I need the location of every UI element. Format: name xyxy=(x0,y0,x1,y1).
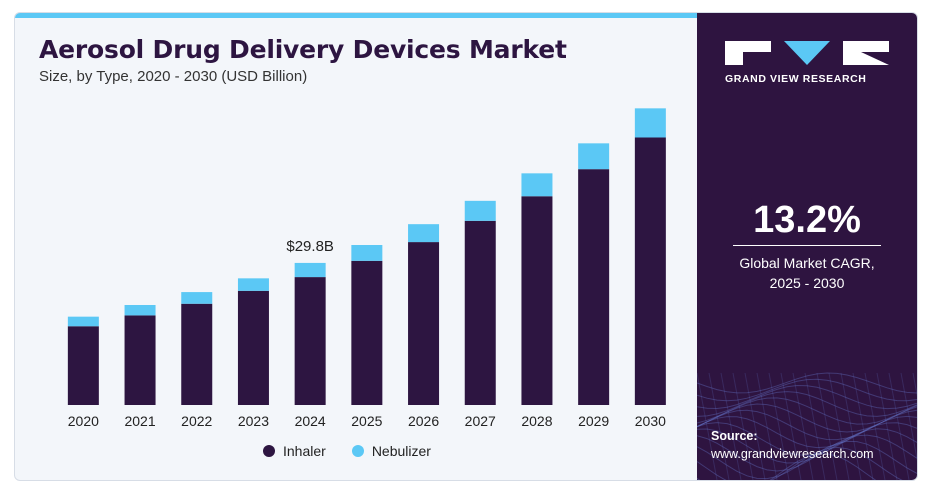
cagr-label: Global Market CAGR, 2025 - 2030 xyxy=(697,253,917,293)
bar-inhaler-2030 xyxy=(634,137,666,405)
legend-label-inhaler: Inhaler xyxy=(283,443,326,459)
bar-inhaler-2020 xyxy=(67,326,99,405)
top-accent-bar xyxy=(15,13,697,18)
x-tick-label-2030: 2030 xyxy=(635,413,666,429)
x-tick-label-2024: 2024 xyxy=(295,413,326,429)
wave-pattern-graphic xyxy=(697,372,917,480)
x-tick-label-2020: 2020 xyxy=(68,413,99,429)
bar-nebulizer-2026 xyxy=(408,224,440,243)
bar-nebulizer-2030 xyxy=(634,108,666,138)
legend-item-nebulizer: Nebulizer xyxy=(351,443,431,459)
x-tick-label-2028: 2028 xyxy=(521,413,552,429)
bar-chart: 2020 2021 2022 2023 2024 $29.8B 2025 2026 2027 20… xyxy=(67,108,666,429)
bar-nebulizer-2025 xyxy=(351,245,383,261)
bar-nebulizer-2020 xyxy=(67,316,99,327)
brand-name: GRAND VIEW RESEARCH xyxy=(725,73,867,85)
cagr-label-line1: Global Market CAGR, xyxy=(739,255,875,271)
bar-nebulizer-2023 xyxy=(237,278,269,291)
x-tick-label-2029: 2029 xyxy=(578,413,609,429)
bar-inhaler-2025 xyxy=(351,260,383,405)
data-label-2024: $29.8B xyxy=(286,238,334,255)
sidebar-panel: GRAND VIEW RESEARCH 13.2% Global Market … xyxy=(697,13,917,480)
chart-card: Aerosol Drug Delivery Devices Market Siz… xyxy=(14,12,918,481)
chart-legend: Inhaler Nebulizer xyxy=(263,443,457,459)
bar-inhaler-2029 xyxy=(578,169,610,405)
x-tick-label-2027: 2027 xyxy=(465,413,496,429)
bar-nebulizer-2029 xyxy=(578,143,610,170)
bar-nebulizer-2022 xyxy=(181,292,213,304)
legend-label-nebulizer: Nebulizer xyxy=(371,443,431,459)
cagr-label-line2: 2025 - 2030 xyxy=(769,275,845,291)
x-tick-label-2026: 2026 xyxy=(408,413,439,429)
cagr-divider xyxy=(733,245,881,246)
bar-inhaler-2023 xyxy=(237,290,269,405)
bar-inhaler-2024 xyxy=(294,277,326,405)
source-url[interactable]: www.grandviewresearch.com xyxy=(711,447,874,461)
bar-inhaler-2022 xyxy=(181,303,213,405)
bar-inhaler-2028 xyxy=(521,196,553,405)
brand-logo-mark xyxy=(725,41,889,65)
x-tick-label-2021: 2021 xyxy=(124,413,155,429)
x-tick-label-2025: 2025 xyxy=(351,413,382,429)
bar-nebulizer-2027 xyxy=(464,200,496,221)
source-title: Source: xyxy=(711,429,758,443)
legend-swatch-nebulizer xyxy=(351,445,364,457)
chart-subtitle: Size, by Type, 2020 - 2030 (USD Billion) xyxy=(39,68,308,85)
cagr-value: 13.2% xyxy=(753,199,861,241)
chart-title: Aerosol Drug Delivery Devices Market xyxy=(39,35,567,64)
bar-inhaler-2021 xyxy=(124,315,156,405)
legend-swatch-inhaler xyxy=(263,445,275,457)
bar-nebulizer-2028 xyxy=(521,173,553,197)
bar-nebulizer-2024 xyxy=(294,262,326,278)
brand-logo: GRAND VIEW RESEARCH xyxy=(725,41,889,85)
bar-inhaler-2026 xyxy=(408,242,440,405)
legend-item-inhaler: Inhaler xyxy=(263,443,326,459)
bar-inhaler-2027 xyxy=(464,220,496,405)
x-tick-label-2022: 2022 xyxy=(181,413,212,429)
x-tick-label-2023: 2023 xyxy=(238,413,269,429)
bar-nebulizer-2021 xyxy=(124,305,156,316)
